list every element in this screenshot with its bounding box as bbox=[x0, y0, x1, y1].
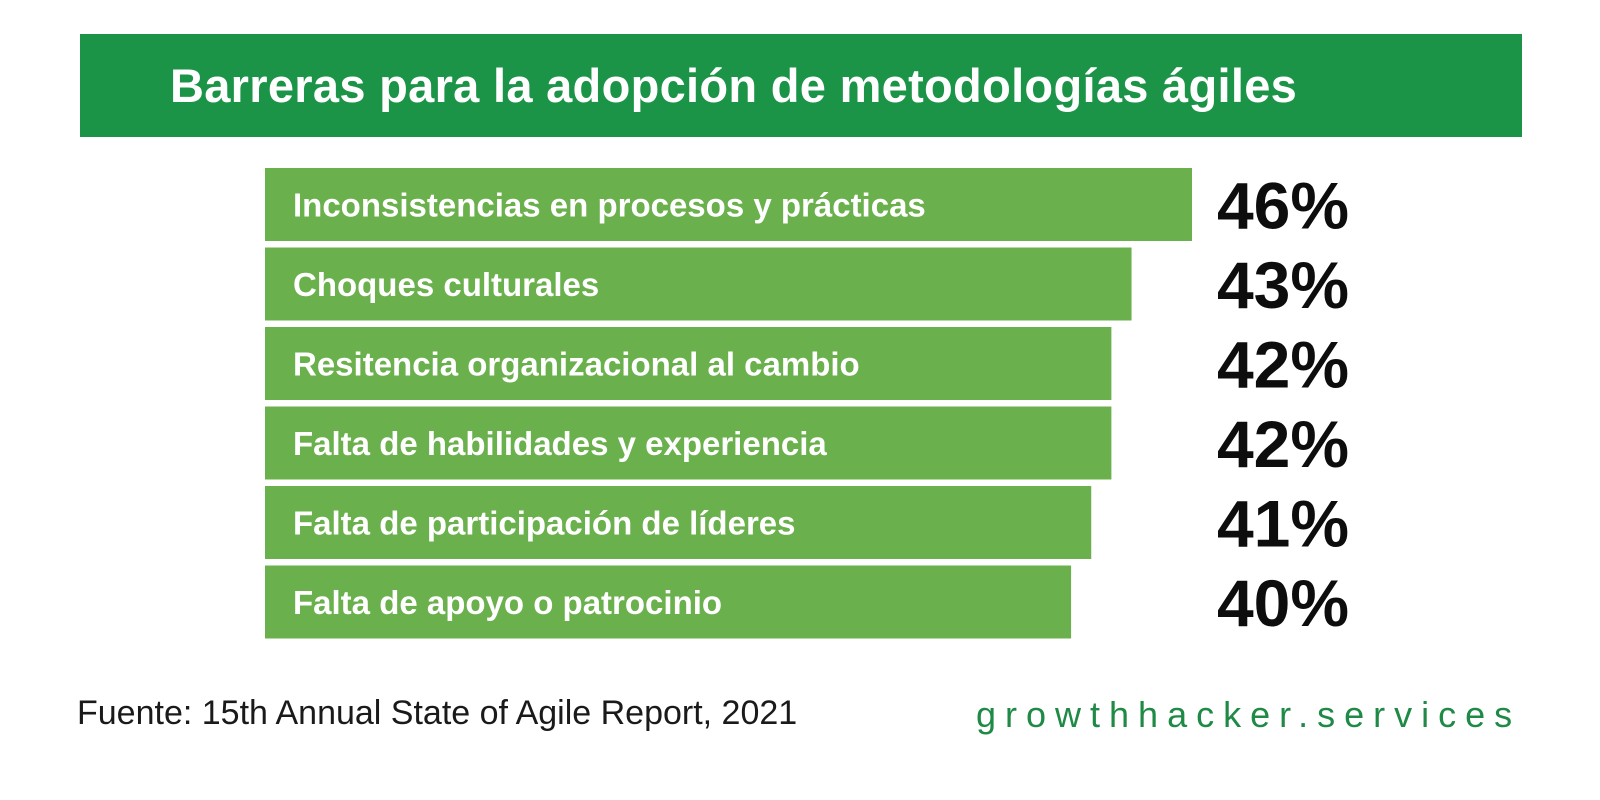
chart-header: Barreras para la adopción de metodología… bbox=[80, 34, 1522, 137]
bar-6 bbox=[265, 565, 1072, 639]
bar-label-4: Falta de habilidades y experiencia bbox=[293, 425, 827, 462]
value-label-6: 40% bbox=[1217, 566, 1349, 640]
chart-title: Barreras para la adopción de metodología… bbox=[170, 59, 1298, 112]
value-label-2: 43% bbox=[1217, 248, 1349, 322]
value-label-4: 42% bbox=[1217, 407, 1349, 481]
bar-5 bbox=[265, 486, 1092, 559]
bar-1 bbox=[265, 168, 1192, 241]
bar-label-6: Falta de apoyo o patrocinio bbox=[293, 584, 722, 621]
bar-4 bbox=[265, 406, 1112, 480]
value-label-5: 41% bbox=[1217, 487, 1349, 561]
bar-2 bbox=[265, 247, 1132, 321]
brand-name: growthhacker.services bbox=[976, 694, 1522, 735]
bar-label-5: Falta de participación de líderes bbox=[293, 505, 796, 542]
bar-3 bbox=[265, 327, 1112, 400]
bar-label-1: Inconsistencias en procesos y prácticas bbox=[293, 187, 926, 224]
value-label-3: 42% bbox=[1217, 328, 1349, 402]
value-label-1: 46% bbox=[1217, 169, 1349, 243]
bar-label-2: Choques culturales bbox=[293, 266, 599, 303]
source-note: Fuente: 15th Annual State of Agile Repor… bbox=[77, 694, 798, 732]
bar-label-3: Resitencia organizacional al cambio bbox=[293, 346, 860, 383]
